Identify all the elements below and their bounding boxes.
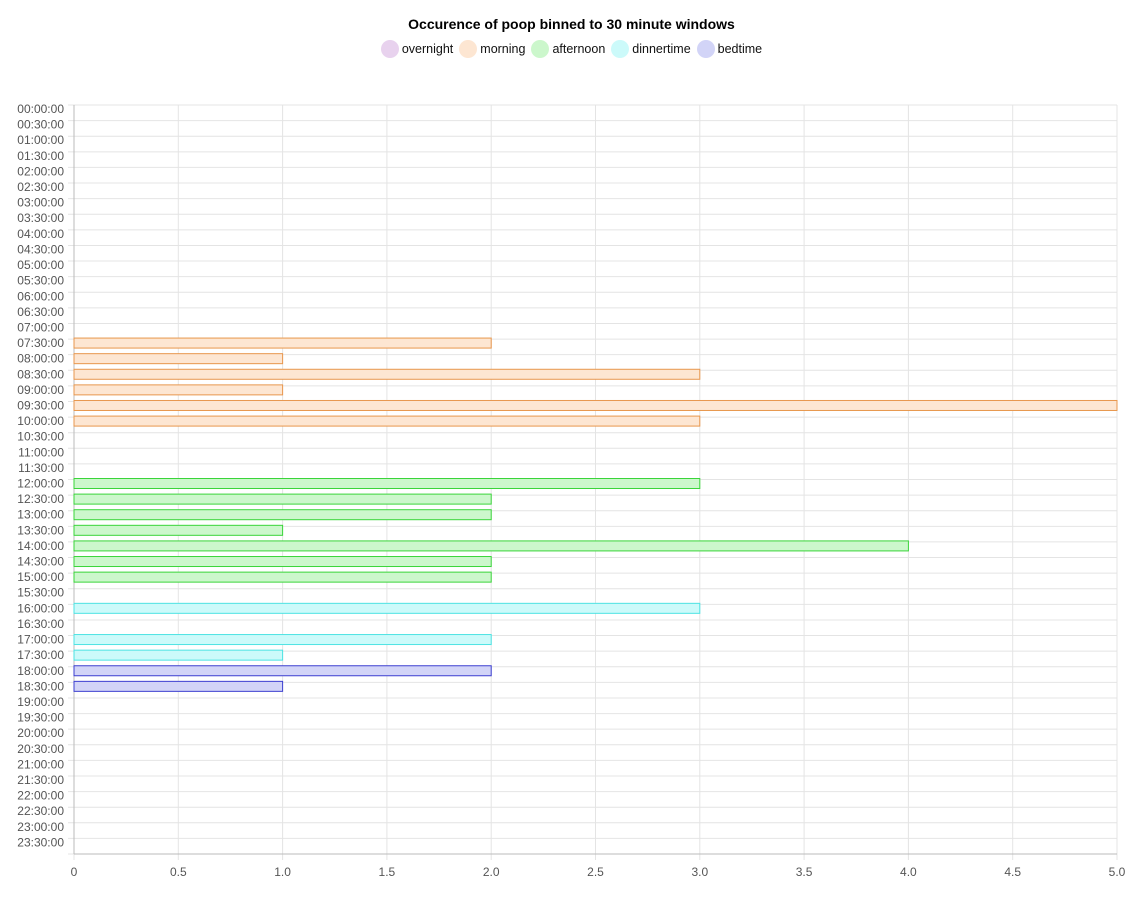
legend-swatch-bedtime (696, 40, 715, 58)
y-tick-label: 05:00:00 (17, 258, 64, 272)
bar-afternoon (73, 540, 909, 552)
y-tick-label: 18:00:00 (17, 664, 64, 678)
bar-morning (73, 337, 492, 349)
y-tick-label: 14:00:00 (17, 539, 64, 553)
y-tick-label: 02:30:00 (17, 180, 64, 194)
x-tick-label: 1.0 (274, 865, 291, 879)
bar-bedtime (73, 665, 492, 677)
y-tick-label: 10:00:00 (17, 414, 64, 428)
y-tick-label: 22:00:00 (17, 789, 64, 803)
x-tick-label: 1.5 (379, 865, 396, 879)
y-tick-label: 22:30:00 (17, 804, 64, 818)
y-tick-label: 04:00:00 (17, 227, 64, 241)
y-tick-label: 12:30:00 (17, 492, 64, 506)
bar-dinnertime (73, 649, 284, 661)
legend-item-morning[interactable]: morning (459, 40, 525, 58)
y-tick-label: 13:00:00 (17, 508, 64, 522)
y-tick-label: 01:00:00 (17, 133, 64, 147)
legend-item-afternoon[interactable]: afternoon (531, 40, 605, 58)
y-tick-label: 07:30:00 (17, 336, 64, 350)
x-tick-label: 0 (71, 865, 78, 879)
x-tick-label: 5.0 (1109, 865, 1126, 879)
y-tick-label: 18:30:00 (17, 679, 64, 693)
legend-swatch-afternoon (531, 40, 550, 58)
y-tick-label: 00:00:00 (17, 102, 64, 116)
bar-afternoon (73, 509, 492, 521)
x-tick-label: 4.0 (900, 865, 917, 879)
legend-item-bedtime[interactable]: bedtime (696, 40, 763, 58)
y-tick-label: 17:30:00 (17, 648, 64, 662)
bar-afternoon (73, 524, 284, 536)
x-tick-label: 3.5 (796, 865, 813, 879)
bar-afternoon (73, 556, 492, 568)
chart-title: Occurence of poop binned to 30 minute wi… (408, 16, 735, 32)
legend-item-overnight[interactable]: overnight (380, 40, 454, 58)
bar-morning (73, 399, 1118, 411)
y-tick-label: 10:30:00 (17, 430, 64, 444)
y-tick-label: 13:30:00 (17, 523, 64, 537)
x-tick-label: 3.0 (691, 865, 708, 879)
y-tick-label: 16:30:00 (17, 617, 64, 631)
legend-swatch-morning (459, 40, 478, 58)
y-tick-label: 15:30:00 (17, 586, 64, 600)
y-tick-label: 20:30:00 (17, 742, 64, 756)
x-tick-label: 0.5 (170, 865, 187, 879)
legend-label-bedtime: bedtime (717, 42, 763, 56)
y-tick-label: 21:00:00 (17, 757, 64, 771)
y-tick-label: 06:00:00 (17, 289, 64, 303)
y-tick-label: 11:00:00 (18, 445, 64, 459)
y-tick-label: 14:30:00 (17, 555, 64, 569)
y-tick-label: 05:30:00 (17, 274, 64, 288)
legend-swatch-dinnertime (611, 40, 630, 58)
bar-morning (73, 368, 701, 380)
y-tick-label: 19:00:00 (17, 695, 64, 709)
legend-label-morning: morning (480, 42, 526, 56)
x-tick-label: 2.0 (483, 865, 500, 879)
y-tick-label: 04:30:00 (17, 242, 64, 256)
y-tick-label: 07:00:00 (17, 320, 64, 334)
legend-label-overnight: overnight (401, 42, 454, 56)
x-tick-label: 2.5 (587, 865, 604, 879)
y-tick-label: 21:30:00 (17, 773, 64, 787)
y-tick-label: 02:00:00 (17, 164, 64, 178)
bar-morning (73, 353, 284, 365)
y-tick-label: 06:30:00 (17, 305, 64, 319)
y-tick-label: 17:00:00 (17, 633, 64, 647)
y-tick-label: 19:30:00 (17, 711, 64, 725)
bar-dinnertime (73, 602, 701, 614)
y-tick-label: 23:00:00 (17, 820, 64, 834)
bar-afternoon (73, 478, 701, 489)
y-tick-label: 15:00:00 (17, 570, 64, 584)
y-tick-label: 12:00:00 (17, 477, 64, 491)
y-tick-label: 23:30:00 (17, 835, 64, 849)
y-tick-label: 20:00:00 (17, 726, 64, 740)
bar-morning (73, 384, 284, 396)
y-tick-label: 08:30:00 (17, 367, 64, 381)
bar-morning (73, 415, 701, 427)
y-tick-label: 00:30:00 (17, 118, 64, 132)
legend-swatch-overnight (380, 40, 399, 58)
y-tick-label: 11:30:00 (18, 461, 64, 475)
chart-legend: overnight morning afternoon dinnertime b… (0, 40, 1143, 58)
legend-label-afternoon: afternoon (552, 42, 606, 56)
y-tick-label: 09:30:00 (17, 398, 64, 412)
y-tick-label: 03:00:00 (17, 196, 64, 210)
legend-label-dinnertime: dinnertime (632, 42, 691, 56)
bar-afternoon (73, 571, 492, 583)
bar-dinnertime (73, 634, 492, 646)
bar-afternoon (73, 493, 492, 505)
y-tick-label: 09:00:00 (17, 383, 64, 397)
legend-item-dinnertime[interactable]: dinnertime (611, 40, 691, 58)
x-tick-label: 4.5 (1004, 865, 1021, 879)
y-tick-label: 16:00:00 (17, 601, 64, 615)
y-tick-label: 01:30:00 (17, 149, 64, 163)
y-tick-label: 03:30:00 (17, 211, 64, 225)
bar-bedtime (73, 680, 284, 692)
y-tick-label: 08:00:00 (17, 352, 64, 366)
